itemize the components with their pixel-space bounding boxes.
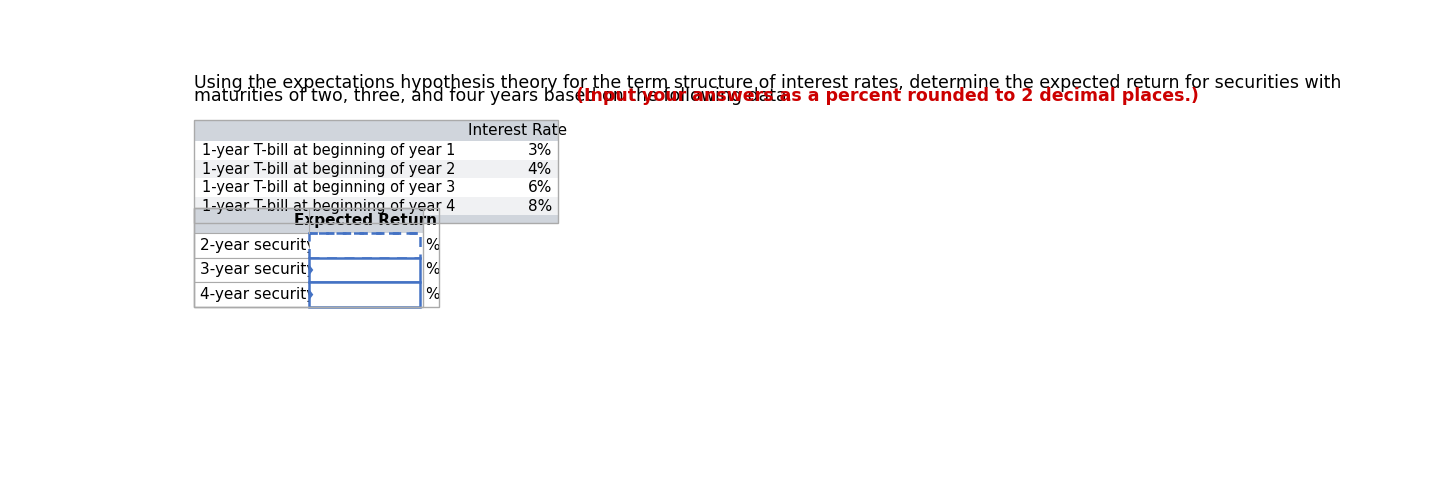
Text: %: % (425, 287, 439, 302)
Bar (194, 208, 423, 233)
Bar (194, 215, 559, 223)
Text: 1-year T-bill at beginning of year 4: 1-year T-bill at beginning of year 4 (202, 199, 455, 214)
Text: 1-year T-bill at beginning of year 1: 1-year T-bill at beginning of year 1 (202, 143, 455, 158)
Bar (194, 178, 477, 197)
Text: 4-year security: 4-year security (200, 287, 315, 302)
Text: 2-year security: 2-year security (200, 238, 315, 253)
Text: %: % (425, 262, 439, 277)
Text: Expected Return: Expected Return (295, 213, 438, 228)
Bar (194, 197, 477, 215)
Text: Using the expectations hypothesis theory for the term structure of interest rate: Using the expectations hypothesis theory… (194, 74, 1341, 92)
Bar (194, 141, 477, 160)
Bar (308, 282, 420, 307)
Text: Interest Rate: Interest Rate (468, 123, 567, 138)
Text: 3%: 3% (527, 143, 552, 158)
Text: 1-year T-bill at beginning of year 2: 1-year T-bill at beginning of year 2 (202, 161, 455, 177)
Bar (308, 233, 420, 257)
Text: maturities of two, three, and four years based on the following data.: maturities of two, three, and four years… (194, 88, 798, 106)
Bar (194, 257, 308, 282)
Text: 6%: 6% (527, 180, 552, 195)
Bar (194, 208, 423, 307)
Text: 3-year security: 3-year security (200, 262, 315, 277)
Bar (194, 160, 477, 178)
Bar (194, 282, 308, 307)
Bar (477, 197, 559, 215)
Text: %: % (425, 238, 439, 253)
Text: (Input your answers as a percent rounded to 2 decimal places.): (Input your answers as a percent rounded… (576, 88, 1200, 106)
Bar (477, 178, 559, 197)
Polygon shape (308, 288, 314, 301)
Bar (194, 120, 559, 223)
Text: 1-year T-bill at beginning of year 3: 1-year T-bill at beginning of year 3 (202, 180, 455, 195)
Bar (477, 160, 559, 178)
Text: 8%: 8% (527, 199, 552, 214)
Bar (194, 120, 559, 141)
Bar (194, 208, 439, 307)
Text: 4%: 4% (527, 161, 552, 177)
Bar (477, 141, 559, 160)
Bar (308, 257, 420, 282)
Bar (194, 233, 308, 257)
Polygon shape (308, 264, 314, 276)
